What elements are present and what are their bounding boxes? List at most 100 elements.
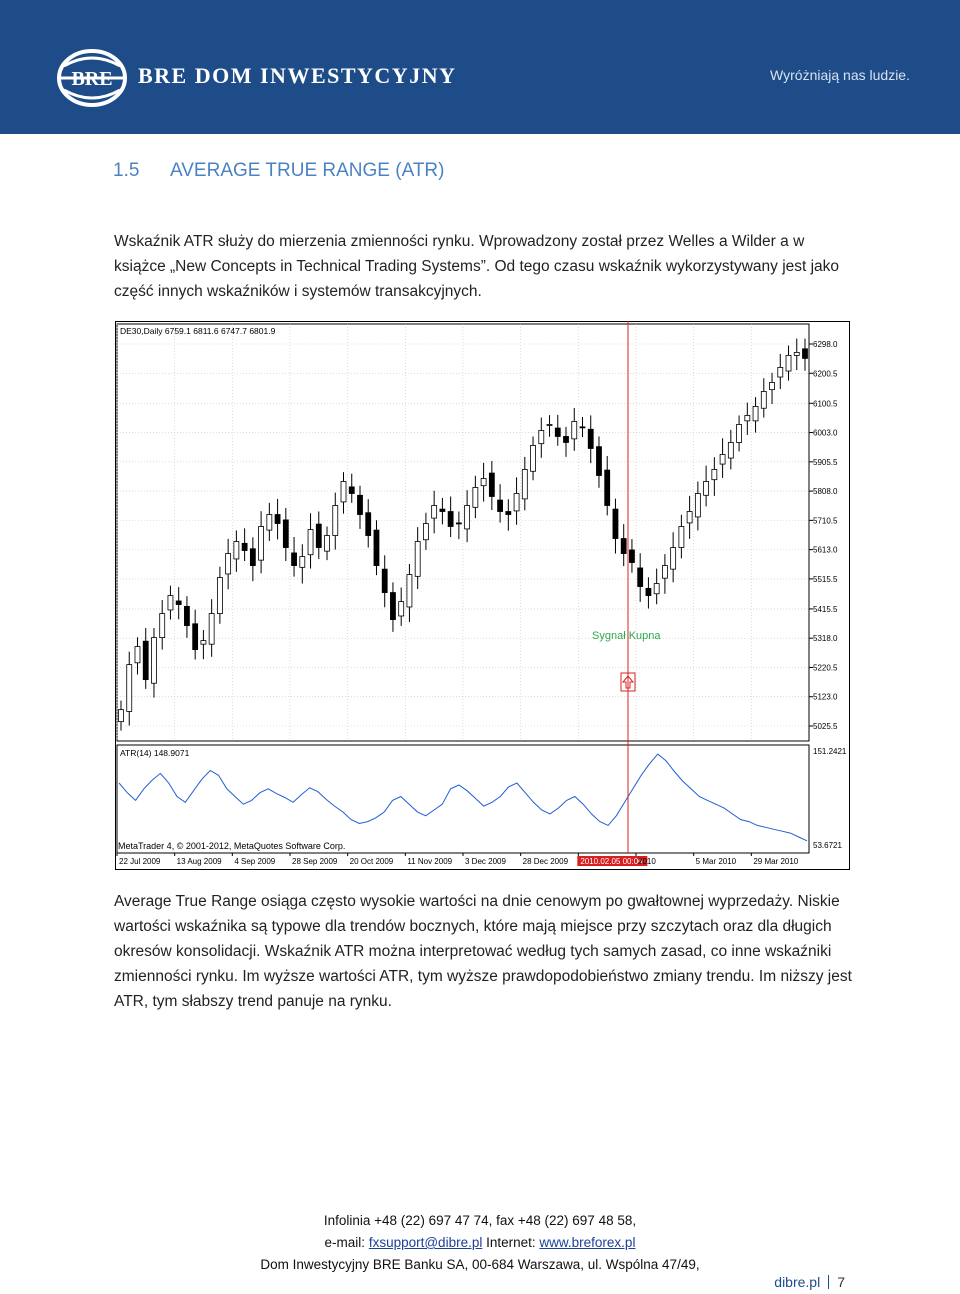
price-tick-label: 5613.0	[813, 546, 838, 555]
time-tick-label: 20 Oct 2009	[350, 857, 394, 866]
price-tick-label: 5710.5	[813, 516, 838, 525]
candle-body	[365, 512, 372, 536]
signal-annotation: Sygnał Kupna	[592, 630, 661, 642]
page-number: 7	[837, 1274, 845, 1290]
candle-body	[505, 511, 512, 515]
price-tick-label: 5318.0	[813, 634, 838, 643]
internet-label: Internet:	[486, 1235, 536, 1250]
candle-body	[645, 587, 652, 596]
candle-body	[596, 446, 602, 476]
atr-chart: 6298.0 6200.5 6100.5 6003.0 5905.5 5808.0 5710…	[115, 321, 850, 870]
candle-body	[554, 427, 561, 437]
buy-arrow-icon	[621, 675, 635, 689]
candle-body	[513, 493, 520, 512]
candle-body	[414, 541, 421, 577]
candle-body	[546, 424, 553, 426]
candle-body	[216, 577, 223, 614]
candle-body	[744, 415, 751, 422]
candle-body	[184, 605, 190, 626]
candle-body	[678, 526, 685, 548]
footer: Infolinia +48 (22) 697 47 74, fax +48 (2…	[0, 1210, 960, 1276]
candle-body	[208, 613, 215, 645]
candle-body	[620, 538, 627, 554]
time-tick-label: 3 Dec 2009	[465, 857, 506, 866]
candle-body	[332, 505, 339, 536]
candle-body	[315, 523, 322, 548]
candle-body	[579, 426, 586, 429]
candle-body	[769, 382, 775, 391]
candle-body	[167, 595, 174, 611]
candle-body	[604, 469, 611, 506]
candle-body	[266, 514, 273, 531]
atr-indicator-label: ATR(14) 148.9071	[120, 748, 190, 758]
price-tick-label: 5515.5	[813, 575, 838, 584]
candle-body	[719, 454, 726, 465]
time-tick-label: 2010	[638, 857, 656, 866]
logo-text: BRE	[71, 68, 112, 90]
chart-title: DE30,Daily 6759.1 6811.6 6747.7 6801.9	[120, 326, 276, 336]
candle-body	[703, 481, 710, 496]
candle-body	[538, 430, 545, 445]
candle-body	[340, 481, 347, 503]
candle-body	[159, 613, 166, 638]
brand-name: BRE DOM INWESTYCYJNY	[138, 63, 457, 88]
candle-body	[233, 541, 240, 560]
candle-body	[439, 508, 446, 512]
candle-body	[381, 568, 388, 593]
candle-body	[406, 574, 413, 608]
email-link[interactable]: fxsupport@dibre.pl	[368, 1235, 483, 1250]
time-tick-label: 13 Aug 2009	[177, 857, 222, 866]
candle-body	[629, 549, 635, 563]
price-tick-label: 6200.5	[813, 369, 838, 378]
candle-body	[291, 552, 297, 566]
candle-body	[480, 478, 487, 487]
candle-body	[497, 499, 503, 512]
candle-body	[727, 442, 734, 459]
page-site: dibre.pl	[774, 1274, 821, 1290]
footer-links-line: e-mail: fxsupport@dibre.pl Internet: www…	[0, 1232, 960, 1254]
candle-body	[192, 623, 199, 651]
candle-body	[694, 493, 701, 518]
candle-body	[324, 535, 330, 552]
page-number-block: dibre.pl 7	[774, 1274, 845, 1290]
time-tick-label: 22 Jul 2009	[119, 857, 161, 866]
chart-frame	[115, 321, 850, 870]
candle-body	[455, 522, 462, 525]
page-header: BRE BRE DOM INWESTYCYJNY Wyróżniają nas …	[0, 0, 960, 134]
candle-body	[307, 529, 314, 556]
candle-body	[612, 508, 619, 539]
time-tick-label: 2010.02.05 00:00	[580, 857, 643, 866]
price-tick-label: 5220.5	[813, 663, 838, 672]
candle-body	[752, 406, 759, 422]
candle-body	[134, 646, 141, 664]
candle-body	[241, 542, 248, 551]
candle-body	[587, 428, 594, 449]
signal-arrow-box	[620, 672, 636, 692]
atr-tick-label: 151.2421	[813, 747, 847, 756]
bre-logo-icon: BRE	[57, 49, 127, 107]
time-tick-label: 28 Sep 2009	[292, 857, 338, 866]
candle-body	[447, 511, 454, 527]
time-tick-label: 29 Mar 2010	[753, 857, 798, 866]
price-tick-label: 6100.5	[813, 399, 838, 408]
price-tick-label: 6298.0	[813, 340, 838, 349]
price-tick-label: 5025.5	[813, 722, 838, 731]
time-tick-label: 11 Nov 2009	[407, 857, 452, 866]
section-title: AVERAGE TRUE RANGE (ATR)	[170, 160, 445, 181]
body-paragraph: Average True Range osiąga często wysokie…	[114, 893, 852, 1010]
atr-tick-label: 53.6721	[813, 841, 842, 850]
candle-body	[299, 556, 306, 568]
candle-body	[142, 640, 149, 681]
candle-body	[398, 601, 405, 617]
atr-line	[118, 753, 808, 842]
candle-body	[274, 514, 281, 524]
candle-body	[662, 565, 668, 579]
candle-body	[785, 355, 792, 372]
website-link[interactable]: www.breforex.pl	[539, 1235, 636, 1250]
intro-paragraph: Wskaźnik ATR służy do mierzenia zmiennoś…	[114, 233, 840, 300]
candle-body	[530, 445, 536, 472]
time-tick-label: 5 Mar 2010	[696, 857, 737, 866]
footer-contact-line: Infolinia +48 (22) 697 47 74, fax +48 (2…	[323, 1213, 637, 1228]
email-label: e-mail:	[324, 1235, 366, 1250]
candle-body	[571, 421, 578, 440]
